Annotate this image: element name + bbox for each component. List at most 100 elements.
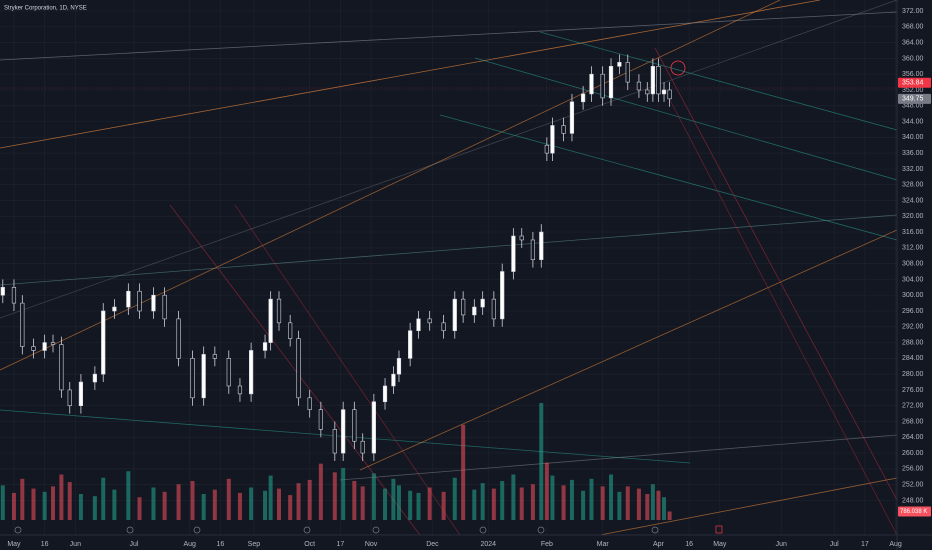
volume-bar <box>472 489 477 520</box>
x-tick-label: Apr <box>653 541 665 548</box>
y-tick-label: 332.00 <box>902 166 924 173</box>
volume-bar <box>288 495 293 520</box>
candle-body <box>661 89 667 95</box>
annotation-circle <box>670 60 686 76</box>
volume-bar <box>162 491 167 520</box>
volume-bar <box>176 484 181 520</box>
volume-bar <box>51 486 56 520</box>
candle-body <box>645 89 650 95</box>
volume-bar <box>307 479 312 520</box>
volume-bar <box>137 497 142 520</box>
candle-body <box>92 373 97 383</box>
candle-body <box>625 62 630 83</box>
candle-body <box>589 73 594 95</box>
volume-bar <box>491 488 496 520</box>
volume-bar <box>151 487 156 520</box>
volume-bar <box>0 485 5 520</box>
y-tick-label: 336.00 <box>902 150 924 157</box>
volume-bar <box>452 477 457 520</box>
x-tick-label: Aug <box>889 541 902 548</box>
event-icon <box>537 526 545 534</box>
volume-bar <box>600 486 605 520</box>
candle-body <box>656 66 661 95</box>
volume-bar <box>360 486 365 520</box>
y-tick-label: 368.00 <box>902 24 924 31</box>
x-tick-label: Feb <box>541 541 553 548</box>
trend-line <box>439 114 898 241</box>
y-tick-label: 292.00 <box>902 324 924 331</box>
candle-body <box>550 125 555 154</box>
candle-body <box>332 429 337 454</box>
candle-body <box>237 385 243 395</box>
x-tick-label: Mar <box>597 541 610 548</box>
volume-bar <box>296 483 301 520</box>
y-tick-label: 268.00 <box>902 418 924 425</box>
volume-bar <box>656 490 661 520</box>
x-tick-label: Oct <box>304 541 315 548</box>
trend-line <box>539 31 898 131</box>
volume-bar <box>383 488 388 520</box>
volume-bar <box>92 496 97 520</box>
x-tick-label: May <box>713 541 727 548</box>
candle-body <box>441 322 446 332</box>
volume-bar <box>268 475 273 520</box>
y-tick-label: 296.00 <box>902 308 924 315</box>
event-icons <box>14 525 723 534</box>
trend-line <box>0 0 781 371</box>
y-tick-label: 288.00 <box>902 339 924 346</box>
candle-body <box>667 89 672 100</box>
volume-bar <box>667 511 672 520</box>
volume-bar <box>263 490 268 520</box>
y-tick-label: 300.00 <box>902 292 924 299</box>
candle-body <box>262 342 268 351</box>
volume-bar <box>332 472 337 520</box>
candle-body <box>249 350 254 395</box>
y-tick-label: 264.00 <box>902 434 924 441</box>
volume-tag-label: 786.038 K <box>900 509 927 515</box>
x-tick-label: 16 <box>217 541 225 548</box>
volume-bar <box>352 481 357 520</box>
event-icon <box>303 526 311 534</box>
candle-body <box>544 144 549 154</box>
y-tick-label: 340.00 <box>902 134 924 141</box>
y-tick-label: 356.00 <box>902 71 924 78</box>
volume-bar <box>427 487 432 520</box>
volume-bar <box>550 475 555 520</box>
trend-line <box>599 477 898 536</box>
x-tick-label: Jun <box>776 541 787 548</box>
candle-body <box>112 306 117 312</box>
candle-body <box>382 385 388 403</box>
volume-bar <box>396 485 401 520</box>
event-icon <box>715 525 723 534</box>
x-tick-label: Jun <box>70 541 81 548</box>
volume-bar <box>371 473 376 520</box>
x-tick-label: 2024 <box>480 541 496 548</box>
event-icon <box>126 526 134 534</box>
candle-body <box>190 358 195 399</box>
y-tick-label: 316.00 <box>902 229 924 236</box>
volume-bar <box>625 486 630 520</box>
candle-body <box>352 409 357 442</box>
candle-body <box>151 294 156 312</box>
x-tick-label: Jul <box>830 541 839 548</box>
candle-body <box>360 440 365 454</box>
candle-body <box>201 354 206 399</box>
y-tick-label: 312.00 <box>902 245 924 252</box>
y-tick-label: 344.00 <box>902 118 924 125</box>
volume-bar <box>480 483 485 520</box>
volume-bar <box>212 489 217 520</box>
volume-bar <box>318 463 323 520</box>
trend-lines <box>0 0 898 536</box>
candle-body <box>452 298 457 332</box>
event-icon <box>14 526 22 534</box>
event-icon <box>193 526 201 534</box>
candle-body <box>608 66 614 99</box>
candle-body <box>416 318 421 332</box>
trend-line <box>474 57 898 181</box>
volume-bar <box>201 494 206 520</box>
trend-line <box>339 434 898 481</box>
event-icon <box>372 526 380 534</box>
candle-body <box>408 330 413 359</box>
